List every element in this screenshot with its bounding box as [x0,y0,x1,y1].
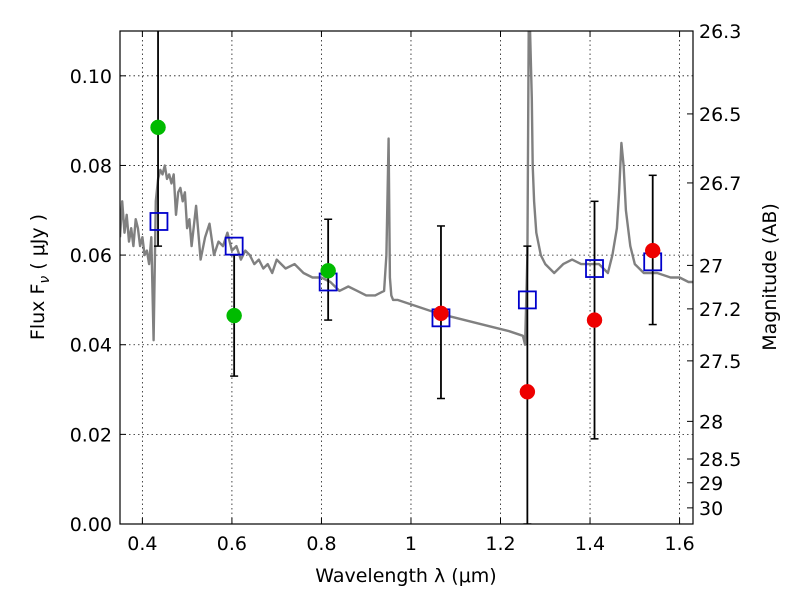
y-tick-label: 0.04 [70,335,112,357]
x-axis-label: Wavelength λ (μm) [315,565,496,587]
y-axis-label: Flux Fν ( μJy ) [27,214,53,340]
plot-frame [119,30,694,525]
green-data-point [320,263,336,279]
right-tick-label: 28.5 [699,449,741,471]
right-tick-label: 27.2 [699,299,741,321]
y-tick-label: 0.02 [70,424,112,446]
green-data-point [226,307,242,324]
right-tick-label: 26.7 [699,173,741,195]
x-tick-label: 1.6 [664,533,694,555]
plot-area [120,31,693,524]
x-tick-label: 0.8 [306,533,336,555]
y-tick-label: 0.08 [70,155,112,177]
right-magnitude-axis: 26.3 26.5 26.7 27 27.2 27.5 28 28.529 30 [687,21,741,520]
y-tick-label: 0.00 [70,514,112,536]
x-tick-label: 1 [405,533,417,555]
y-tick-label: 0.10 [70,66,112,88]
y-axis: 0.00 0.02 0.04 0.06 0.08 0.10 [70,66,126,536]
x-tick-label: 1.4 [575,533,605,555]
model-photometry-square [224,236,244,256]
right-tick-label: 27 [699,255,723,277]
red-data-point [519,384,536,400]
x-tick-label: 0.6 [217,533,247,555]
right-tick-label: 26.3 [699,21,741,43]
right-tick-label: 30 [699,498,723,520]
red-data-point [586,312,603,328]
right-tick-label: 26.5 [699,104,741,126]
model-photometry-square [149,212,169,231]
red-data-point [433,305,449,322]
x-axis: 0.4 0.6 0.8 1 1.2 1.4 1.6 [127,31,695,555]
green-data-point [150,119,166,136]
right-axis-label: Magnitude (AB) [759,203,781,351]
right-tick-label: 27.5 [699,351,741,373]
x-tick-label: 1.2 [485,533,515,555]
gridlines [120,31,693,524]
model-spectrum-line [120,31,693,346]
right-tick-label: 29 [699,473,723,495]
right-tick-label: 28 [699,411,723,433]
red-data-point [644,242,661,259]
model-photometry-square [585,259,604,278]
y-tick-label: 0.06 [70,245,112,267]
model-photometry-square [517,290,537,310]
x-tick-label: 0.4 [127,533,157,555]
